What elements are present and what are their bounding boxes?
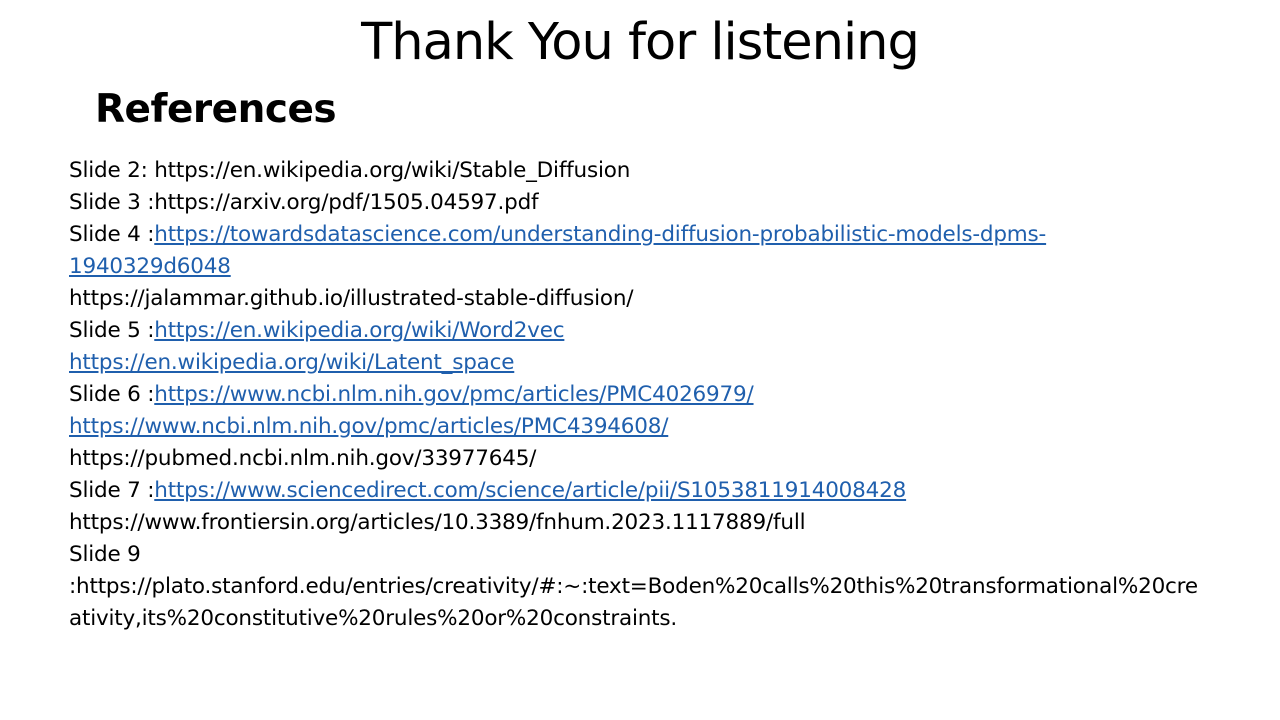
- reference-line: https://en.wikipedia.org/wiki/Latent_spa…: [69, 347, 1229, 379]
- reference-line: 1940329d6048: [69, 251, 1229, 283]
- reference-line: :https://plato.stanford.edu/entries/crea…: [69, 571, 1229, 603]
- reference-text: :https://plato.stanford.edu/entries/crea…: [69, 574, 1198, 599]
- reference-line: Slide 9: [69, 539, 1229, 571]
- reference-line: https://www.ncbi.nlm.nih.gov/pmc/article…: [69, 411, 1229, 443]
- slide-label: Slide 4 :: [69, 222, 155, 247]
- reference-text: https://pubmed.ncbi.nlm.nih.gov/33977645…: [69, 446, 537, 471]
- reference-line: Slide 2: https://en.wikipedia.org/wiki/S…: [69, 155, 1229, 187]
- reference-link[interactable]: https://www.ncbi.nlm.nih.gov/pmc/article…: [69, 414, 669, 439]
- slide-label: Slide 9: [69, 542, 141, 567]
- reference-line: Slide 7 :https://www.sciencedirect.com/s…: [69, 475, 1229, 507]
- slide-title: Thank You for listening: [361, 13, 920, 72]
- reference-text: Slide 3 :https://arxiv.org/pdf/1505.0459…: [69, 190, 539, 215]
- reference-line: https://jalammar.github.io/illustrated-s…: [69, 283, 1229, 315]
- reference-text: https://jalammar.github.io/illustrated-s…: [69, 286, 634, 311]
- reference-link[interactable]: 1940329d6048: [69, 254, 231, 279]
- reference-text: https://www.frontiersin.org/articles/10.…: [69, 510, 806, 535]
- reference-link[interactable]: https://www.sciencedirect.com/science/ar…: [154, 478, 907, 503]
- references-list: Slide 2: https://en.wikipedia.org/wiki/S…: [69, 155, 1229, 635]
- reference-line: Slide 6 :https://www.ncbi.nlm.nih.gov/pm…: [69, 379, 1229, 411]
- reference-link[interactable]: https://en.wikipedia.org/wiki/Latent_spa…: [69, 350, 515, 375]
- reference-link[interactable]: https://en.wikipedia.org/wiki/Word2vec: [154, 318, 565, 343]
- reference-line: Slide 5 :https://en.wikipedia.org/wiki/W…: [69, 315, 1229, 347]
- slide-label: Slide 7 :: [69, 478, 155, 503]
- references-heading: References: [95, 87, 337, 132]
- reference-line: https://pubmed.ncbi.nlm.nih.gov/33977645…: [69, 443, 1229, 475]
- reference-link[interactable]: https://www.ncbi.nlm.nih.gov/pmc/article…: [154, 382, 754, 407]
- reference-text: ativity,its%20constitutive%20rules%20or%…: [69, 606, 678, 631]
- reference-line: Slide 4 :https://towardsdatascience.com/…: [69, 219, 1229, 251]
- reference-link[interactable]: https://towardsdatascience.com/understan…: [154, 222, 1047, 247]
- slide-label: Slide 5 :: [69, 318, 155, 343]
- reference-line: Slide 3 :https://arxiv.org/pdf/1505.0459…: [69, 187, 1229, 219]
- reference-text: Slide 2: https://en.wikipedia.org/wiki/S…: [69, 158, 631, 183]
- reference-line: ativity,its%20constitutive%20rules%20or%…: [69, 603, 1229, 635]
- slide-label: Slide 6 :: [69, 382, 155, 407]
- reference-line: https://www.frontiersin.org/articles/10.…: [69, 507, 1229, 539]
